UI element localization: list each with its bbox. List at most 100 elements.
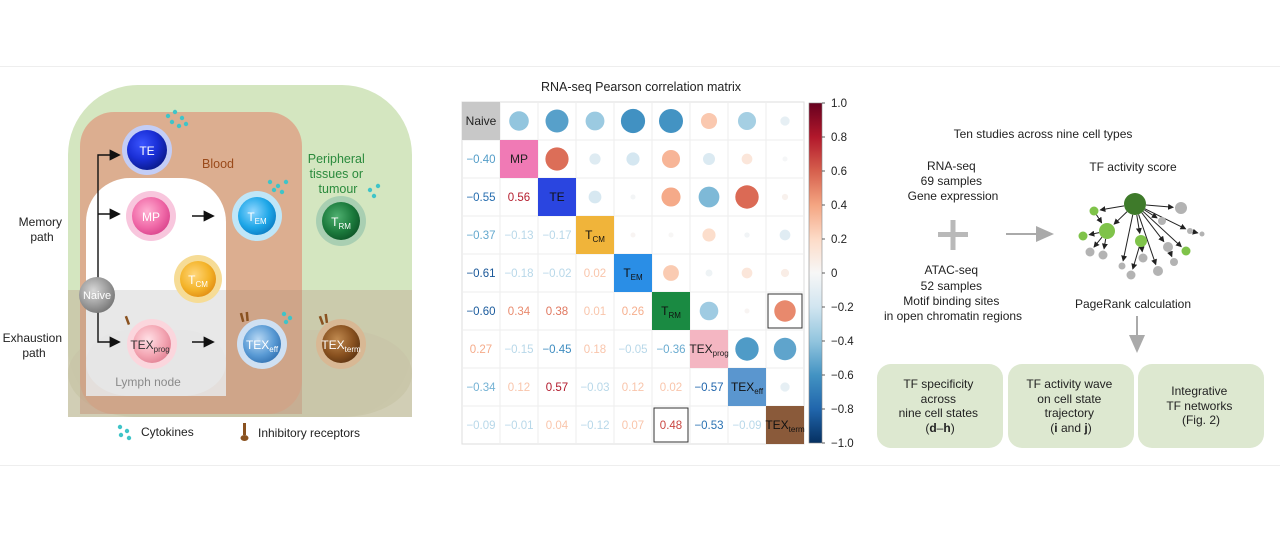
cell-texeff: TEXeff: [237, 311, 287, 369]
network-edge: [1121, 214, 1134, 262]
correlation-value: 0.12: [622, 382, 644, 394]
colorbar-tick-label: 1.0: [831, 98, 847, 110]
cell-texterm-main: TEX: [321, 338, 344, 352]
correlation-value: 0.27: [470, 344, 492, 356]
diagonal-cell: [766, 406, 804, 444]
correlation-circle: [589, 153, 601, 165]
diagonal-cell: [728, 368, 766, 406]
network-edge: [1141, 212, 1165, 243]
cell-tcm: TCM: [174, 255, 222, 303]
output-box-integrative-networks: Integrative TF networks (Fig. 2): [1138, 364, 1264, 448]
output-box-1-line3: nine cell states: [899, 406, 978, 420]
chart-title: RNA-seq Pearson correlation matrix: [541, 80, 742, 94]
output-box-3-line2: TF networks: [1166, 399, 1232, 413]
diagonal-label: MP: [510, 152, 528, 166]
legend-cytokines: Cytokines: [117, 424, 194, 441]
colorbar-tick-label: −1.0: [831, 438, 854, 450]
correlation-value: −0.15: [504, 344, 533, 356]
diagonal-label-main: TEX: [765, 418, 788, 432]
correlation-value: −0.03: [580, 382, 609, 394]
network-node: [1158, 217, 1166, 225]
colorbar-tick-label: −0.6: [831, 370, 854, 382]
correlation-circle: [735, 337, 759, 361]
correlation-circle: [630, 232, 636, 238]
correlation-circle: [668, 232, 674, 238]
diagonal-cell: [652, 292, 690, 330]
cell-texprog-label: TEXprog: [130, 338, 169, 354]
output-box-2-line2: on cell state: [1037, 392, 1101, 406]
output-box-2-ref-b: j: [1083, 421, 1087, 435]
panel-c-workflow: Ten studies across nine cell types RNA-s…: [877, 127, 1264, 448]
cell-tcm-label: TCM: [188, 273, 208, 289]
correlation-circle: [545, 147, 569, 171]
network-edge: [1167, 250, 1173, 258]
cell-naive-label: Naive: [83, 290, 111, 302]
correlation-value: 0.48: [660, 420, 682, 432]
output-box-2-text: TF activity wave on cell state trajector…: [1026, 377, 1115, 435]
network-node: [1163, 242, 1173, 252]
correlation-value: 0.26: [622, 306, 644, 318]
cell-texterm-label: TEXterm: [321, 338, 361, 354]
diagonal-label: TE: [549, 190, 564, 204]
correlation-circle: [698, 186, 720, 208]
diagonal-label: TEXprog: [689, 342, 728, 358]
diagonal-label-main: TEX: [689, 342, 712, 356]
cytokine-icon: [117, 424, 132, 441]
network-edge: [1093, 236, 1103, 248]
diagonal-label-main: MP: [510, 152, 528, 166]
output-box-2-ref-a: i: [1054, 421, 1057, 435]
blood-label: Blood: [202, 157, 234, 171]
diagonal-cell: [538, 178, 576, 216]
correlation-value: −0.12: [580, 420, 609, 432]
correlation-circle: [702, 152, 716, 166]
correlation-value: −0.18: [504, 268, 533, 280]
cell-te: TE: [122, 125, 172, 175]
network-edge: [1099, 205, 1125, 213]
output-box-1-ref-close: ): [951, 421, 955, 435]
output-box-2-ref-close: ): [1088, 421, 1092, 435]
network-node: [1118, 262, 1126, 270]
output-box-3-text: Integrative TF networks (Fig. 2): [1166, 384, 1235, 427]
diagonal-label-sub: EM: [631, 273, 643, 282]
diagonal-cell: [614, 254, 652, 292]
network-node: [1078, 231, 1088, 241]
panel-b-correlation-matrix: RNA-seq Pearson correlation matrix Naive…: [461, 80, 854, 450]
correlation-circle: [661, 187, 681, 207]
correlation-circle: [626, 152, 640, 166]
network-node: [1181, 246, 1191, 256]
output-box-3-line3: (Fig. 2): [1182, 413, 1220, 427]
diagonal-label-main: TE: [549, 190, 564, 204]
correlation-value: 0.34: [508, 306, 531, 318]
cell-naive: Naive: [79, 277, 115, 313]
correlation-value: −0.13: [504, 230, 533, 242]
diagonal-label-sub: prog: [713, 349, 729, 358]
network-edge: [1113, 211, 1128, 225]
output-box-1-text: TF specificity across nine cell states (…: [899, 377, 982, 435]
cell-texprog-sub: prog: [154, 345, 170, 354]
studies-header: Ten studies across nine cell types: [954, 127, 1133, 141]
correlation-value: 0.04: [546, 420, 569, 432]
diagonal-label: TEM: [623, 266, 643, 282]
atacseq-title: ATAC-seq: [925, 263, 979, 277]
legend-cytokines-label: Cytokines: [141, 425, 194, 439]
pagerank-label: PageRank calculation: [1075, 297, 1191, 311]
colorbar-tick-label: 0.4: [831, 200, 848, 212]
diagonal-label-sub: RM: [668, 311, 681, 320]
network-edge: [1192, 228, 1199, 235]
diagonal-cell: [576, 216, 614, 254]
figure-frame: [0, 66, 1280, 466]
cell-tcm-main: T: [188, 273, 196, 287]
cell-tcm-sub: CM: [195, 280, 208, 289]
rnaseq-block: RNA-seq 69 samples Gene expression: [908, 159, 999, 203]
correlation-circle: [705, 269, 713, 277]
correlation-value: −0.40: [466, 154, 495, 166]
network-node: [1089, 206, 1099, 216]
cell-trm-sub: RM: [338, 222, 351, 231]
output-box-1-ref-b: h: [943, 421, 950, 435]
exhaustion-path-label: Exhaustion path: [3, 331, 66, 360]
correlation-value: 0.38: [546, 306, 568, 318]
correlation-value: −0.36: [656, 344, 685, 356]
network-edge: [1131, 246, 1140, 270]
correlation-value: 0.07: [622, 420, 644, 432]
cell-texeff-sub: eff: [269, 345, 279, 354]
